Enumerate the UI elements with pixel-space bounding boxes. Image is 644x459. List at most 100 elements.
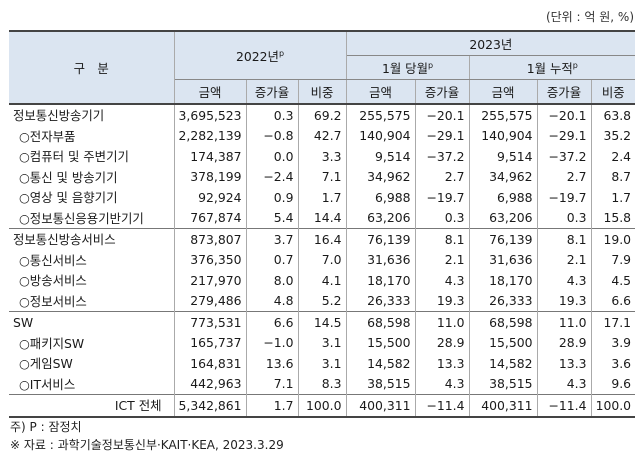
cell-amount-2022: 217,970 xyxy=(174,270,247,291)
cell-amount-current: 14,582 xyxy=(346,353,416,374)
cell-amount-2022: 873,807 xyxy=(174,228,247,250)
row-label: ○영상 및 음향기기 xyxy=(9,187,175,208)
cell-growth-current: 2.7 xyxy=(415,166,470,187)
cell-growth-cumulative: 2.7 xyxy=(537,166,592,187)
cell-growth-cumulative: 19.3 xyxy=(537,290,592,312)
cell-amount-2022: 2,282,139 xyxy=(174,125,247,146)
row-label: 정보통신방송기기 xyxy=(9,104,175,126)
cell-amount-2022: 279,486 xyxy=(174,290,247,312)
cell-share-cumulative: 7.9 xyxy=(611,252,632,268)
table-row: ○컴퓨터 및 주변기기 174,387 0.0 3.3 9,514 −37.2 9,514−… xyxy=(9,146,635,167)
cell-amount-current: 34,962 xyxy=(346,166,416,187)
row-label: ○컴퓨터 및 주변기기 xyxy=(9,146,175,167)
cell-growth-2022: 4.8 xyxy=(246,290,299,312)
ict-export-table: 구 분 2022년p 2023년 1월 당월p 1월 누적p 금액 증가율 비중… xyxy=(9,30,636,418)
table-row: 정보통신방송기기 3,695,523 0.3 69.2 255,575 −20.1 255,… xyxy=(9,104,635,126)
cell-amount-current: 15,500 xyxy=(346,332,416,353)
header-2022: 2022년p xyxy=(174,31,347,80)
total-row: ICT 전체 5,342,861 1.7 100.0 400,311 −11.4… xyxy=(9,394,636,418)
cell-amount-cumulative: 38,515 xyxy=(469,373,538,395)
cell-growth-2022: −0.8 xyxy=(246,125,299,146)
cell-growth-2022: 0.3 xyxy=(246,104,299,126)
total-amount-current: 400,311 xyxy=(346,394,416,418)
table-row: ○영상 및 음향기기 92,924 0.9 1.7 6,988 −19.7 6,988 −19… xyxy=(9,187,635,208)
row-label: ○게임SW xyxy=(9,353,175,374)
cell-amount-current: 9,514 xyxy=(346,146,416,167)
cell-growth-2022: 6.6 xyxy=(246,311,299,333)
cell-growth-current: −29.1 xyxy=(415,125,470,146)
header-share-cumulative: 비중 xyxy=(591,79,636,104)
table-row: ○게임SW 164,831 13.6 3.1 14,582 13.3 14,582 13.3 3… xyxy=(9,353,635,374)
cell-amount-2022: 165,737 xyxy=(174,332,247,353)
cell-amount-cumulative: 9,514 xyxy=(469,146,538,167)
table-row: ○방송서비스 217,970 8.0 4.1 18,170 4.3 18,170 4.3 4.5 xyxy=(9,270,635,291)
cell-share-cumulative: 3.6 xyxy=(611,355,632,371)
unit-label: (단위 : 억 원, %) xyxy=(545,10,634,24)
cell-amount-2022: 164,831 xyxy=(174,353,247,374)
header-amount-current: 금액 xyxy=(346,79,416,104)
cell-share-2022: 3.3 xyxy=(298,146,347,167)
total-label: ICT 전체 xyxy=(9,394,175,418)
cell-growth-cumulative: 11.0 xyxy=(537,311,592,333)
cell-share-2022: 3.1 xyxy=(298,332,347,353)
row-label: ○정보통신응용기반기기 xyxy=(9,207,175,229)
cell-amount-cumulative: 14,582 xyxy=(469,353,538,374)
cell-amount-cumulative: 34,962 xyxy=(469,166,538,187)
table-row: ○전자부품 2,282,139 −0.8 42.7 140,904 −29.1 140,90… xyxy=(9,125,635,146)
table-row: SW 773,531 6.6 14.5 68,598 11.0 68,598 11.0 17.1 xyxy=(9,311,636,333)
cell-share-cumulative: 1.7 xyxy=(611,189,632,205)
cell-growth-current: 28.9 xyxy=(415,332,470,353)
cell-share-cumulative: 6.6 xyxy=(611,293,632,309)
footnotes: 주) P : 잠정치 ※ 자료 : 과학기술정보통신부·KAIT·KEA, 20… xyxy=(10,418,284,454)
cell-amount-cumulative: 18,170 xyxy=(469,270,538,291)
cell-share-cumulative: 2.4 xyxy=(611,148,632,164)
cell-amount-cumulative: 31,636 xyxy=(469,249,538,270)
header-category: 구 분 xyxy=(9,31,175,105)
cell-share-2022: 69.2 xyxy=(298,104,347,126)
row-label: ○패키지SW xyxy=(9,332,175,353)
cell-growth-cumulative: −19.7 xyxy=(537,187,592,208)
row-label: SW xyxy=(9,311,175,333)
cell-growth-current: 13.3 xyxy=(415,353,470,374)
cell-amount-cumulative: 15,500 xyxy=(469,332,538,353)
row-label: ○정보서비스 xyxy=(9,290,175,312)
cell-share-2022: 3.1 xyxy=(298,353,347,374)
total-amount-2022: 5,342,861 xyxy=(174,394,247,418)
footnote-provisional: 주) P : 잠정치 xyxy=(10,420,82,434)
header-growth-2022: 증가율 xyxy=(246,79,299,104)
row-label: ○통신서비스 xyxy=(9,249,175,270)
cell-growth-cumulative: 4.3 xyxy=(537,270,592,291)
cell-growth-cumulative: 2.1 xyxy=(537,249,592,270)
cell-amount-cumulative: 255,575 xyxy=(469,104,538,126)
cell-growth-2022: −1.0 xyxy=(246,332,299,353)
cell-share-cumulative: 19.0 xyxy=(591,228,636,250)
cell-growth-current: 4.3 xyxy=(415,373,470,395)
total-growth-cumulative: −11.4 xyxy=(537,394,592,418)
cell-growth-2022: −2.4 xyxy=(246,166,299,187)
cell-share-2022: 16.4 xyxy=(298,228,347,250)
cell-growth-2022: 0.0 xyxy=(246,146,299,167)
cell-growth-current: 8.1 xyxy=(415,228,470,250)
cell-share-2022: 5.2 xyxy=(298,290,347,312)
table-row: ○통신 및 방송기기 378,199 −2.4 7.1 34,962 2.7 34,962 2… xyxy=(9,166,635,187)
cell-share-cumulative: 4.5 xyxy=(611,272,632,288)
cell-amount-current: 68,598 xyxy=(346,311,416,333)
cell-growth-2022: 7.1 xyxy=(246,373,299,395)
cell-growth-2022: 5.4 xyxy=(246,207,299,229)
cell-share-2022: 42.7 xyxy=(298,125,347,146)
cell-amount-cumulative: 63,206 xyxy=(469,207,538,229)
cell-share-2022: 8.3 xyxy=(298,373,347,395)
header-growth-current: 증가율 xyxy=(415,79,470,104)
cell-growth-2022: 3.7 xyxy=(246,228,299,250)
cell-amount-current: 63,206 xyxy=(346,207,416,229)
cell-share-cumulative: 63.8 xyxy=(603,107,632,123)
total-growth-2022: 1.7 xyxy=(246,394,299,418)
header-month-current: 1월 당월p xyxy=(346,55,470,80)
cell-share-cumulative: 8.7 xyxy=(611,169,632,185)
table-row: 정보통신방송서비스 873,807 3.7 16.4 76,139 8.1 76,139 8.… xyxy=(9,228,636,250)
table-row: ○IT서비스 442,963 7.1 8.3 38,515 4.3 38,515 4.3 9.6 xyxy=(9,373,635,395)
cell-growth-cumulative: 4.3 xyxy=(537,373,592,395)
cell-share-2022: 7.1 xyxy=(298,166,347,187)
cell-growth-cumulative: 13.3 xyxy=(537,353,592,374)
cell-growth-cumulative: 28.9 xyxy=(537,332,592,353)
